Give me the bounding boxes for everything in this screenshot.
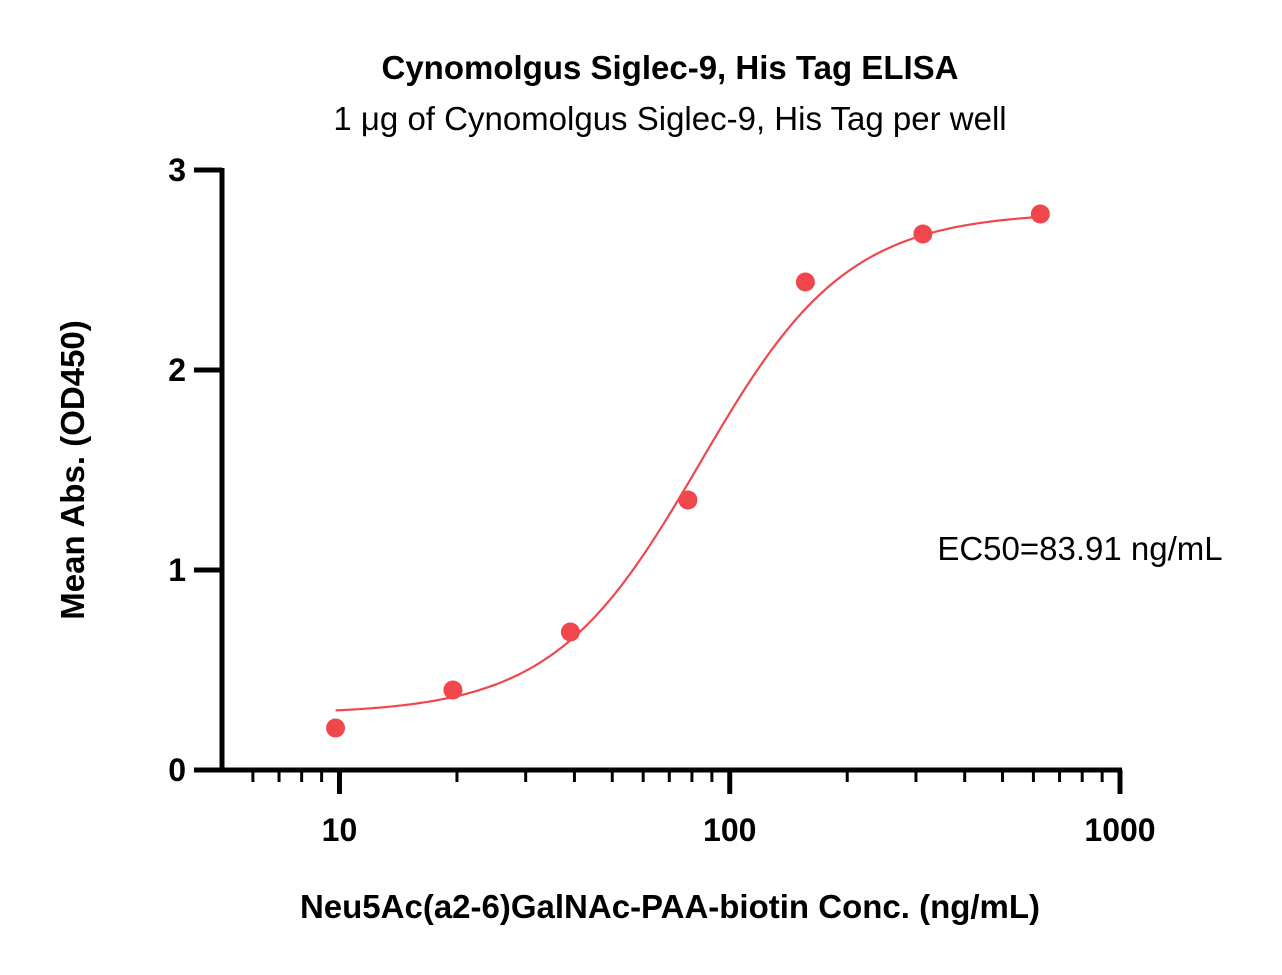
data-point — [913, 224, 933, 244]
chart-subtitle: 1 μg of Cynomolgus Siglec-9, His Tag per… — [333, 100, 1006, 137]
y-tick-label: 3 — [168, 152, 186, 188]
data-point — [560, 622, 580, 642]
axes — [219, 168, 1122, 773]
y-tick-label: 1 — [168, 552, 186, 588]
tick-marks — [194, 167, 1123, 794]
x-tick-label: 100 — [703, 812, 756, 848]
data-point — [795, 272, 815, 292]
data-points — [326, 204, 1050, 738]
y-tick-label: 2 — [168, 352, 186, 388]
x-tick-label: 10 — [322, 812, 358, 848]
data-point — [443, 680, 463, 700]
x-tick-label: 1000 — [1084, 812, 1155, 848]
fit-curve — [335, 215, 1041, 712]
y-axis-title: Mean Abs. (OD450) — [54, 320, 91, 620]
x-axis-title: Neu5Ac(a2-6)GalNAc-PAA-biotin Conc. (ng/… — [300, 888, 1040, 925]
data-point — [678, 490, 698, 510]
data-point — [1030, 204, 1050, 224]
y-tick-label: 0 — [168, 752, 186, 788]
data-point — [326, 718, 346, 738]
ec50-annotation: EC50=83.91 ng/mL — [937, 530, 1222, 567]
tick-labels: 0 1 2 3 10 100 1000 — [168, 152, 1155, 848]
chart-title: Cynomolgus Siglec-9, His Tag ELISA — [382, 49, 959, 86]
